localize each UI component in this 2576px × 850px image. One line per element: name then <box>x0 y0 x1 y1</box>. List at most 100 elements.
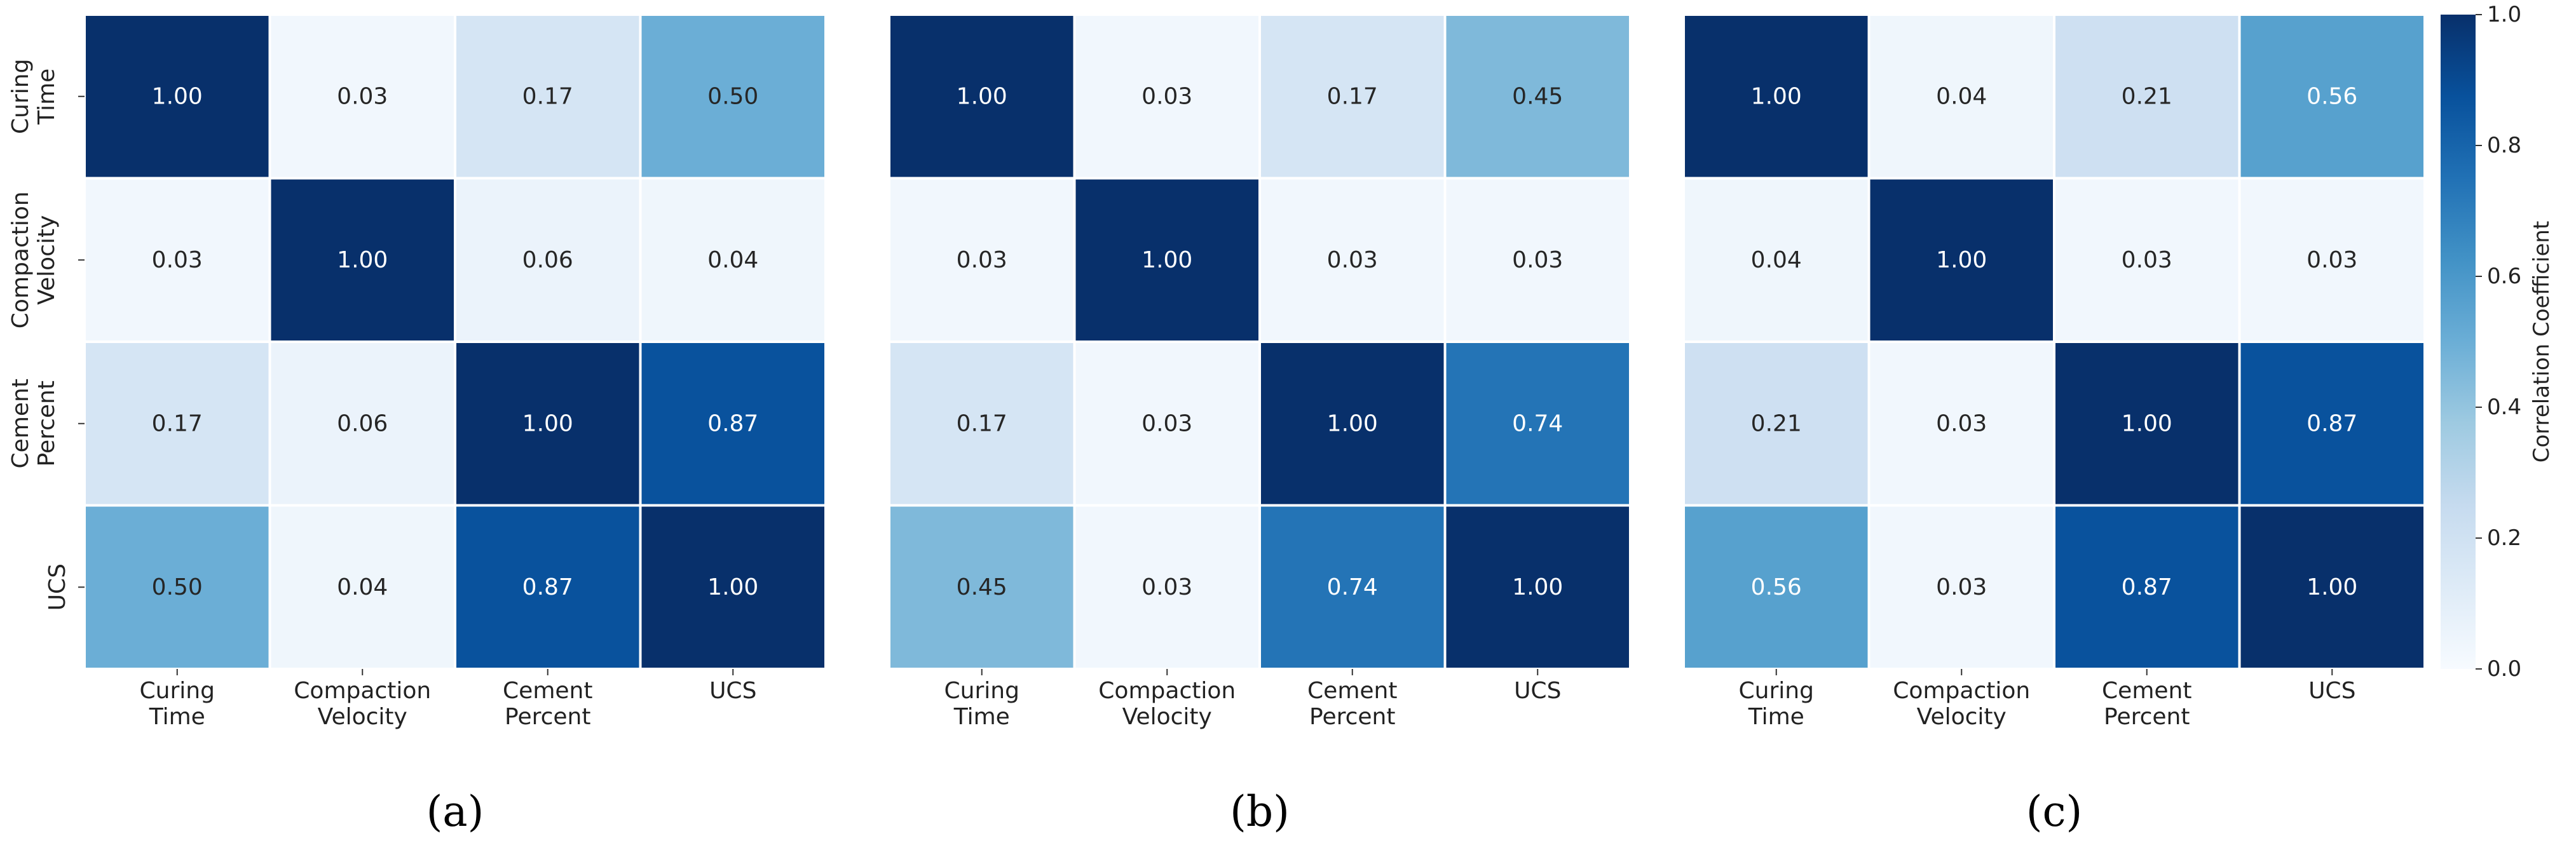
cell-value-label: 0.74 <box>1512 410 1563 436</box>
heatmap-cell <box>1073 13 1261 180</box>
colorbar-tick-label: 0.8 <box>2487 133 2521 158</box>
y-tick-label: CementPercent <box>8 379 60 468</box>
heatmap-cell <box>1682 13 1871 180</box>
heatmap-cell <box>268 504 456 670</box>
heatmap-cell <box>639 504 827 670</box>
cell-value-label: 1.00 <box>1751 83 1802 109</box>
heatmap-cell <box>1073 341 1261 507</box>
heatmap-panel-b: 1.00 0.03 0.17 0.45 0.03 1.00 0.03 0.03 0.17 0.03… <box>888 13 1632 836</box>
heatmap-cell <box>1867 341 2055 507</box>
x-tick-label: Curing Time <box>1739 678 1814 730</box>
y-tick-label: CompactionVelocity <box>8 191 60 328</box>
cell-value-label: 0.03 <box>957 247 1007 273</box>
panel-label: (c) <box>2026 787 2082 836</box>
heatmap-cell <box>639 177 827 343</box>
heatmap-cell <box>1867 504 2055 670</box>
cell-value-label: 0.03 <box>1936 410 1987 436</box>
heatmap-cell <box>639 341 827 507</box>
cell-value-label: 0.04 <box>1936 83 1987 109</box>
cell-value-label: 0.45 <box>1512 83 1563 109</box>
colorbar-tick-label: 0.6 <box>2487 264 2521 289</box>
cell-value-label: 0.74 <box>1327 574 1378 600</box>
heatmap-cell <box>1258 177 1447 343</box>
cell-value-label: 1.00 <box>152 83 203 109</box>
heatmap-cell <box>1682 504 1871 670</box>
heatmap-cell <box>1258 13 1447 180</box>
x-tick-label: Cement Percent <box>1307 678 1397 730</box>
heatmap-cell <box>888 504 1076 670</box>
cell-value-label: 0.03 <box>1141 574 1192 600</box>
cell-value-label: 0.04 <box>707 247 758 273</box>
cell-value-label: 0.17 <box>152 410 203 436</box>
x-tick-label: Compaction Velocity <box>294 678 431 730</box>
heatmap-cell <box>1867 177 2055 343</box>
cell-value-label: 0.87 <box>522 574 573 600</box>
cell-value-label: 0.04 <box>337 574 388 600</box>
heatmap-cell <box>1443 504 1632 670</box>
colorbar-tick-label: 1.0 <box>2487 2 2521 27</box>
cell-value-label: 0.04 <box>1751 247 1802 273</box>
cell-value-label: 1.00 <box>957 83 1007 109</box>
x-tick-label: Curing Time <box>140 678 215 730</box>
cell-value-label: 0.17 <box>1327 83 1378 109</box>
colorbar-tick-label: 0.2 <box>2487 525 2521 551</box>
cell-value-label: 0.03 <box>1327 247 1378 273</box>
cell-value-label: 0.03 <box>152 247 203 273</box>
x-tick-label: Compaction Velocity <box>1098 678 1236 730</box>
cell-value-label: 0.17 <box>957 410 1007 436</box>
colorbar: 0.0 0.2 0.4 0.6 0.8 1.0 Correlation Coefficien… <box>2441 2 2554 682</box>
cell-value-label: 0.06 <box>337 410 388 436</box>
cell-value-label: 0.03 <box>2122 247 2172 273</box>
heatmap-cell <box>888 13 1076 180</box>
heatmap-cell <box>888 177 1076 343</box>
heatmap-cell <box>454 13 642 180</box>
colorbar-axis-label: Correlation Coefficient <box>2529 221 2554 463</box>
heatmap-panel-a: 1.00 0.03 0.17 0.50 0.03 1.00 0.06 0.04 0.17 0.06… <box>8 13 827 836</box>
heatmap-cell <box>2238 504 2426 670</box>
x-tick-label: Cement Percent <box>2102 678 2191 730</box>
cell-value-label: 0.87 <box>2307 410 2357 436</box>
cell-value-label: 0.03 <box>1512 247 1563 273</box>
y-tick-label: UCS <box>44 563 71 611</box>
cell-value-label: 0.17 <box>522 83 573 109</box>
colorbar-tick-label: 0.4 <box>2487 395 2521 420</box>
x-tick-label: Compaction Velocity <box>1893 678 2030 730</box>
heatmap-cell <box>2053 13 2241 180</box>
cell-value-label: 0.03 <box>1141 83 1192 109</box>
heatmap-cell <box>268 177 456 343</box>
cell-value-label: 0.56 <box>1751 574 1802 600</box>
cell-value-label: 0.50 <box>152 574 203 600</box>
heatmap-cell <box>888 341 1076 507</box>
cell-value-label: 0.21 <box>2122 83 2172 109</box>
x-tick-label: Curing Time <box>944 678 1019 730</box>
cell-value-label: 0.87 <box>2122 574 2172 600</box>
heatmap-cell <box>268 341 456 507</box>
cell-value-label: 1.00 <box>1512 574 1563 600</box>
x-tick-label: UCS <box>1514 678 1561 704</box>
heatmap-cell <box>2238 13 2426 180</box>
heatmap-cell <box>1682 341 1871 507</box>
x-tick-label: UCS <box>709 678 756 704</box>
cell-value-label: 0.56 <box>2307 83 2357 109</box>
heatmap-cell <box>1682 177 1871 343</box>
cell-value-label: 0.21 <box>1751 410 1802 436</box>
cell-value-label: 0.87 <box>707 410 758 436</box>
heatmap-cell <box>2238 177 2426 343</box>
colorbar-tick-label: 0.0 <box>2487 656 2521 682</box>
cell-value-label: 1.00 <box>522 410 573 436</box>
heatmap-cell <box>1443 13 1632 180</box>
cell-value-label: 1.00 <box>1327 410 1378 436</box>
cell-value-label: 0.06 <box>522 247 573 273</box>
cell-value-label: 1.00 <box>2122 410 2172 436</box>
cell-value-label: 0.45 <box>957 574 1007 600</box>
panel-label: (b) <box>1230 787 1290 836</box>
cell-value-label: 1.00 <box>1936 247 1987 273</box>
y-tick-label: CuringTime <box>8 59 60 134</box>
cell-value-label: 0.50 <box>707 83 758 109</box>
cell-value-label: 0.03 <box>337 83 388 109</box>
panel-label: (a) <box>426 787 484 836</box>
heatmap-cell <box>1258 341 1447 507</box>
cell-value-label: 1.00 <box>337 247 388 273</box>
x-tick-label: UCS <box>2308 678 2355 704</box>
